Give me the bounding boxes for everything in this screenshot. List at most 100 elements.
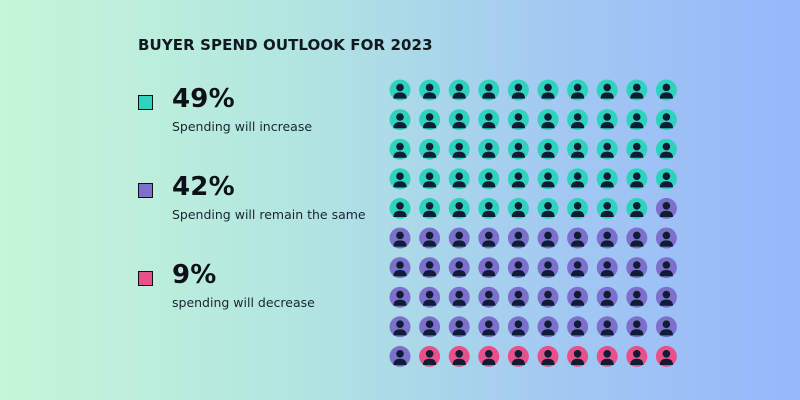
person-icon xyxy=(419,345,441,367)
person-icon xyxy=(596,79,618,101)
person-icon xyxy=(507,257,529,279)
person-icon xyxy=(419,79,441,101)
person-icon xyxy=(448,197,470,219)
person-icon xyxy=(419,168,441,190)
person-icon xyxy=(537,168,559,190)
person-icon xyxy=(419,138,441,160)
person-icon xyxy=(537,227,559,249)
person-icon xyxy=(389,138,411,160)
person-icon xyxy=(389,345,411,367)
chart-title: BUYER SPEND OUTLOOK FOR 2023 xyxy=(138,36,433,54)
person-icon xyxy=(596,286,618,308)
person-icon xyxy=(655,316,677,338)
person-icon xyxy=(448,345,470,367)
person-icon xyxy=(655,286,677,308)
person-icon xyxy=(567,286,589,308)
person-icon xyxy=(596,316,618,338)
person-icon xyxy=(478,286,500,308)
person-icon xyxy=(419,197,441,219)
legend-swatch xyxy=(138,271,153,286)
person-icon xyxy=(507,227,529,249)
person-icon xyxy=(419,316,441,338)
person-icon xyxy=(626,286,648,308)
person-icon xyxy=(626,168,648,190)
person-icon xyxy=(478,109,500,131)
person-icon xyxy=(655,197,677,219)
person-icon xyxy=(448,227,470,249)
person-icon xyxy=(596,227,618,249)
person-icon xyxy=(419,286,441,308)
person-icon xyxy=(537,197,559,219)
person-icon xyxy=(655,79,677,101)
person-icon xyxy=(478,168,500,190)
person-icon xyxy=(507,138,529,160)
person-icon xyxy=(626,109,648,131)
person-icon xyxy=(567,197,589,219)
legend-label: Spending will increase xyxy=(172,119,313,134)
person-icon xyxy=(478,227,500,249)
person-icon xyxy=(537,316,559,338)
person-icon xyxy=(626,138,648,160)
person-icon xyxy=(507,197,529,219)
person-icon xyxy=(596,138,618,160)
person-icon xyxy=(567,79,589,101)
person-icon xyxy=(507,345,529,367)
person-icon xyxy=(389,109,411,131)
legend-percent: 9% xyxy=(172,260,217,290)
person-icon xyxy=(478,138,500,160)
person-icon xyxy=(567,109,589,131)
person-icon xyxy=(626,345,648,367)
person-icon xyxy=(537,79,559,101)
person-icon xyxy=(655,345,677,367)
person-icon xyxy=(655,257,677,279)
person-icon xyxy=(626,79,648,101)
person-icon xyxy=(596,109,618,131)
person-icon xyxy=(478,257,500,279)
person-icon xyxy=(567,345,589,367)
person-icon xyxy=(626,227,648,249)
person-icon xyxy=(567,257,589,279)
person-icon xyxy=(655,138,677,160)
person-icon xyxy=(655,227,677,249)
person-icon xyxy=(567,168,589,190)
person-icon xyxy=(626,316,648,338)
person-icon xyxy=(448,168,470,190)
person-icon xyxy=(596,168,618,190)
person-icon xyxy=(478,345,500,367)
person-icon xyxy=(389,316,411,338)
person-icon xyxy=(537,257,559,279)
person-icon xyxy=(507,286,529,308)
legend-label: Spending will remain the same xyxy=(172,207,366,222)
person-icon xyxy=(507,316,529,338)
person-icon xyxy=(626,257,648,279)
person-icon xyxy=(537,286,559,308)
person-icon xyxy=(448,79,470,101)
person-icon xyxy=(655,109,677,131)
person-icon xyxy=(567,227,589,249)
person-icon xyxy=(507,79,529,101)
person-icon xyxy=(537,138,559,160)
person-icon xyxy=(478,316,500,338)
person-icon xyxy=(389,197,411,219)
person-icon xyxy=(655,168,677,190)
person-icon xyxy=(448,138,470,160)
legend-percent: 49% xyxy=(172,84,235,114)
person-icon xyxy=(448,316,470,338)
person-icon xyxy=(596,257,618,279)
legend-swatch xyxy=(138,95,153,110)
person-icon xyxy=(478,197,500,219)
person-icon xyxy=(626,197,648,219)
person-icon xyxy=(478,79,500,101)
person-icon xyxy=(419,109,441,131)
waffle-chart xyxy=(387,78,687,378)
person-icon xyxy=(567,316,589,338)
person-icon xyxy=(389,286,411,308)
person-icon xyxy=(389,168,411,190)
person-icon xyxy=(389,227,411,249)
legend-percent: 42% xyxy=(172,172,235,202)
person-icon xyxy=(537,345,559,367)
person-icon xyxy=(596,197,618,219)
person-icon xyxy=(419,227,441,249)
legend-swatch xyxy=(138,183,153,198)
person-icon xyxy=(567,138,589,160)
